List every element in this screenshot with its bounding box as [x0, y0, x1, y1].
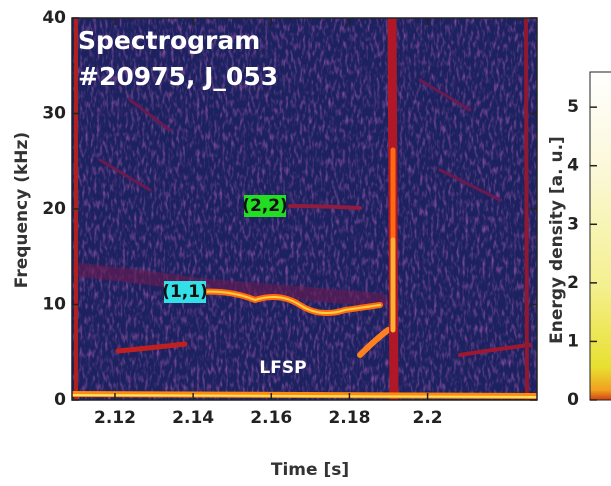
x-tick-label: 2.14	[172, 408, 214, 428]
x-tick-label: 2.16	[250, 408, 292, 428]
colorbar-tick-label: 0	[567, 390, 579, 410]
spectrogram	[72, 18, 537, 400]
annotation: (1,1)	[162, 281, 208, 303]
colorbar-tick-label: 3	[567, 214, 579, 234]
annotation-box	[164, 281, 206, 303]
x-tick-label: 2.18	[328, 408, 370, 428]
annotation-text: (1,1)	[162, 282, 208, 302]
y-tick-label: 30	[42, 104, 66, 124]
annotation: (2,2)	[242, 195, 288, 217]
y-tick-label: 0	[54, 390, 66, 410]
x-tick-label: 2.12	[94, 408, 136, 428]
y-tick-label: 40	[42, 8, 66, 28]
colorbar-tick-label: 2	[567, 273, 579, 293]
colorbar-tick-label: 5	[567, 97, 579, 117]
colorbar-label: Energy density [a. u.]	[547, 136, 567, 344]
y-axis-label: Frequency (kHz)	[12, 132, 32, 288]
annotation-text: LFSP	[259, 358, 306, 378]
chart-title: Spectrogram	[78, 26, 260, 55]
colorbar-tick-label: 4	[567, 156, 579, 176]
colorbar	[589, 71, 611, 401]
y-tick-label: 20	[42, 199, 66, 219]
chart-subtitle: #20975, J_053	[78, 62, 278, 91]
annotation: LFSP	[259, 358, 306, 378]
x-axis-label: Time [s]	[271, 460, 349, 480]
y-tick-label: 10	[42, 295, 66, 315]
colorbar-tick-label: 1	[567, 331, 579, 351]
annotation-box	[244, 195, 286, 217]
x-tick-label: 2.2	[413, 408, 443, 428]
annotation-text: (2,2)	[242, 196, 288, 216]
